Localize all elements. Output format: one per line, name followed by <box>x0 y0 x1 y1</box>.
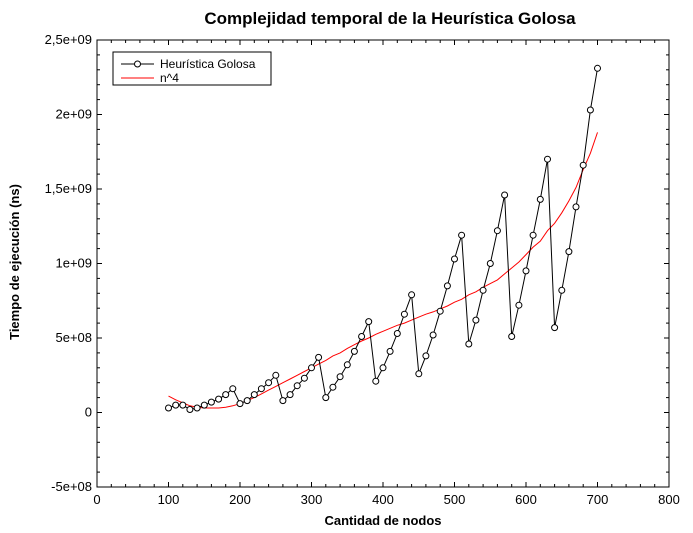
plot-frame <box>96 39 670 488</box>
data-point <box>257 385 265 393</box>
data-point <box>286 391 294 399</box>
data-point <box>329 383 337 391</box>
data-point <box>279 397 287 405</box>
data-point <box>422 352 430 360</box>
x-tick-label: 200 <box>229 492 251 507</box>
data-point <box>551 324 559 332</box>
data-point <box>343 361 351 369</box>
data-point <box>207 398 215 406</box>
x-tick-label: 500 <box>444 492 466 507</box>
data-point <box>472 316 480 324</box>
legend: Heurística Golosa n^4 <box>112 51 272 86</box>
data-point <box>372 377 380 385</box>
chart-title: Complejidad temporal de la Heurística Go… <box>204 9 576 28</box>
data-point <box>393 330 401 337</box>
y-axis-label: Tiempo de ejecución (ns) <box>7 184 22 340</box>
legend-label-n4: n^4 <box>160 71 179 85</box>
data-point <box>308 364 315 372</box>
data-point <box>265 379 273 387</box>
data-point <box>501 191 509 199</box>
data-point <box>336 373 344 381</box>
y-tick-label: 1e+09 <box>55 256 92 271</box>
data-point <box>415 370 423 378</box>
legend-box <box>112 51 272 86</box>
data-point <box>594 64 601 72</box>
y-tick-label: 2,5e+09 <box>45 32 92 47</box>
data-point <box>522 267 530 275</box>
data-point <box>565 248 573 256</box>
x-axis-label: Cantidad de nodos <box>325 513 442 528</box>
x-tick-label: 0 <box>93 492 100 507</box>
data-point <box>586 106 594 114</box>
data-point <box>300 374 308 382</box>
data-point <box>515 301 523 309</box>
data-point <box>451 255 458 263</box>
data-point <box>579 161 587 169</box>
data-point <box>486 260 494 267</box>
data-point <box>165 404 172 412</box>
x-tick-label: 100 <box>158 492 180 507</box>
series-line-0 <box>168 68 598 411</box>
x-tick-label: 800 <box>658 492 680 507</box>
data-point <box>236 400 244 408</box>
data-point <box>243 397 251 405</box>
data-point <box>179 401 187 409</box>
data-point <box>229 385 237 393</box>
data-point <box>400 310 408 318</box>
data-point <box>544 155 551 163</box>
x-tick-label: 400 <box>372 492 394 507</box>
data-point <box>572 203 580 211</box>
data-point <box>215 395 223 403</box>
data-point <box>379 364 387 372</box>
data-point <box>250 391 258 399</box>
data-point <box>322 394 330 402</box>
data-point <box>479 286 487 294</box>
y-tick-label: 1,5e+09 <box>45 181 92 196</box>
series-layer <box>165 64 601 413</box>
y-tick-label: 5e+08 <box>55 330 92 345</box>
data-point <box>365 318 373 326</box>
x-axis-ticks: 0 100 200 300 400 500 600 700 800 <box>93 40 680 507</box>
data-point <box>465 340 473 348</box>
data-point <box>408 291 416 299</box>
data-point <box>508 333 516 340</box>
data-point <box>272 371 280 379</box>
x-tick-label: 300 <box>301 492 323 507</box>
data-point <box>186 406 194 413</box>
data-point <box>293 382 301 390</box>
data-point <box>350 347 358 355</box>
data-point <box>429 331 437 339</box>
y-tick-label: 0 <box>85 405 92 420</box>
data-point <box>529 231 537 239</box>
x-tick-label: 600 <box>515 492 537 507</box>
data-point <box>315 353 323 361</box>
data-point <box>222 391 230 399</box>
legend-marker-heuristica <box>134 60 141 68</box>
data-point <box>200 401 208 409</box>
data-point <box>558 286 566 294</box>
y-tick-label: -5e+08 <box>51 479 92 494</box>
y-axis-ticks: -5e+08 0 5e+08 1e+09 1,5e+09 2e+09 2,5e+09 <box>45 32 669 494</box>
data-point <box>536 195 544 203</box>
data-point <box>436 307 444 315</box>
y-tick-label: 2e+09 <box>55 107 92 122</box>
legend-label-heuristica: Heurística Golosa <box>160 57 256 71</box>
data-point <box>493 227 501 235</box>
data-point <box>443 282 451 290</box>
data-point <box>458 231 466 239</box>
data-point <box>193 404 201 412</box>
x-tick-label: 700 <box>587 492 609 507</box>
data-point <box>172 401 180 409</box>
data-point <box>386 347 394 355</box>
data-point <box>358 333 366 340</box>
